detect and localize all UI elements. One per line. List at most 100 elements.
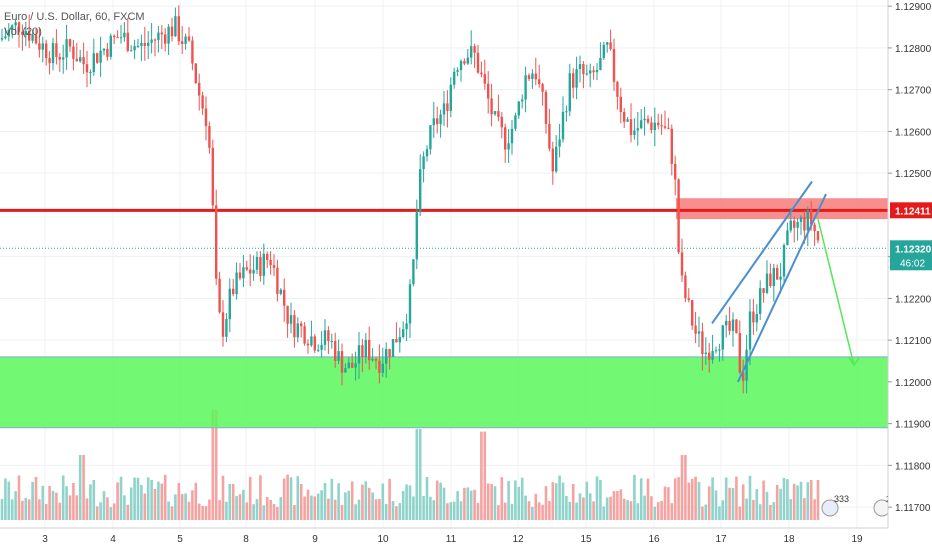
volume-bar [796, 485, 799, 520]
candle [361, 345, 364, 358]
volume-bar [653, 506, 657, 520]
volume-bar [551, 482, 555, 520]
volume-bar [755, 489, 759, 520]
candle [354, 363, 357, 368]
candle [211, 147, 214, 206]
volume-bar [119, 476, 123, 520]
volume-bar [463, 487, 466, 520]
volume-bar [129, 487, 133, 520]
candle [330, 341, 333, 343]
candle [82, 57, 85, 65]
candle [225, 319, 228, 337]
volume-bar [578, 493, 582, 520]
candle [238, 272, 242, 279]
volume-bar [313, 496, 317, 520]
candle [725, 320, 728, 326]
volume-bar [527, 501, 531, 520]
candle [194, 63, 197, 83]
volume-bar [673, 478, 677, 520]
candle [507, 143, 510, 150]
volume-bar [208, 499, 211, 520]
resistance-price-label: 1.12411 [895, 206, 931, 217]
annotations: 3332 [711, 180, 891, 517]
channel-lower-line [737, 193, 827, 383]
candle [527, 75, 531, 79]
candle [575, 68, 578, 88]
candle [371, 358, 374, 361]
volume-bar [51, 490, 55, 520]
volume-bar [500, 477, 504, 520]
candle [269, 259, 272, 266]
x-tick-label: 9 [312, 534, 318, 545]
candle [704, 352, 707, 354]
candle [517, 101, 520, 116]
candle [174, 16, 177, 37]
volume-bar [816, 480, 820, 520]
volume-bar [299, 484, 303, 520]
volume-bar [106, 497, 109, 520]
volume-bar [340, 504, 344, 520]
candles [0, 5, 820, 394]
volume-bar [333, 499, 337, 520]
candle [72, 46, 75, 59]
candle [395, 339, 398, 343]
volume-bar [384, 503, 388, 520]
volume-bar [565, 495, 568, 520]
volume-bar [459, 501, 463, 520]
candle [473, 46, 476, 53]
candle [75, 58, 78, 62]
candle [442, 103, 446, 115]
candle [578, 64, 582, 69]
forecast-arrow-head [848, 356, 860, 367]
candle [34, 34, 38, 44]
candle [323, 330, 327, 345]
volume-bar [68, 495, 72, 520]
candle [466, 57, 469, 64]
y-tick-label: 1.11800 [895, 461, 931, 472]
candle [748, 311, 752, 350]
volume-bar [605, 497, 609, 520]
candle [160, 32, 163, 35]
candle [279, 289, 282, 294]
candle [130, 50, 133, 52]
candle [752, 311, 755, 323]
volume-bar [146, 477, 150, 520]
volume-bar [330, 478, 334, 520]
candle [198, 82, 201, 96]
volume-bar [806, 482, 810, 520]
volume-bar [364, 481, 368, 520]
candle [555, 146, 558, 172]
candle [582, 64, 585, 75]
volume-bar [792, 483, 796, 520]
candle [143, 42, 146, 46]
volume-bar [537, 502, 541, 520]
volume-bar [412, 496, 415, 520]
volume-bar [401, 490, 405, 520]
chart-legend: Euro / U.S. Dollar, 60, FXCM Vol (20) [4, 10, 145, 40]
candle [493, 111, 497, 115]
candle [119, 37, 123, 39]
candle [667, 127, 670, 129]
candle [687, 298, 690, 301]
candle [711, 350, 714, 360]
volume-bar [446, 503, 449, 520]
volume-bar [769, 504, 772, 520]
volume-bar [701, 506, 704, 520]
candle [14, 22, 17, 26]
candle [789, 220, 792, 231]
x-tick-label: 18 [783, 534, 795, 545]
volume-bar [782, 477, 786, 520]
volume-bar [170, 506, 174, 520]
candle [289, 315, 293, 324]
candle [136, 45, 140, 47]
candle [31, 34, 34, 41]
volume-bar [599, 479, 602, 520]
candle [623, 112, 626, 122]
candle [204, 108, 208, 127]
volume-bar [282, 478, 286, 520]
volume-bar [75, 495, 79, 520]
volume-bar [517, 486, 521, 520]
volume-bar [561, 482, 565, 520]
volume-bar [534, 493, 538, 520]
